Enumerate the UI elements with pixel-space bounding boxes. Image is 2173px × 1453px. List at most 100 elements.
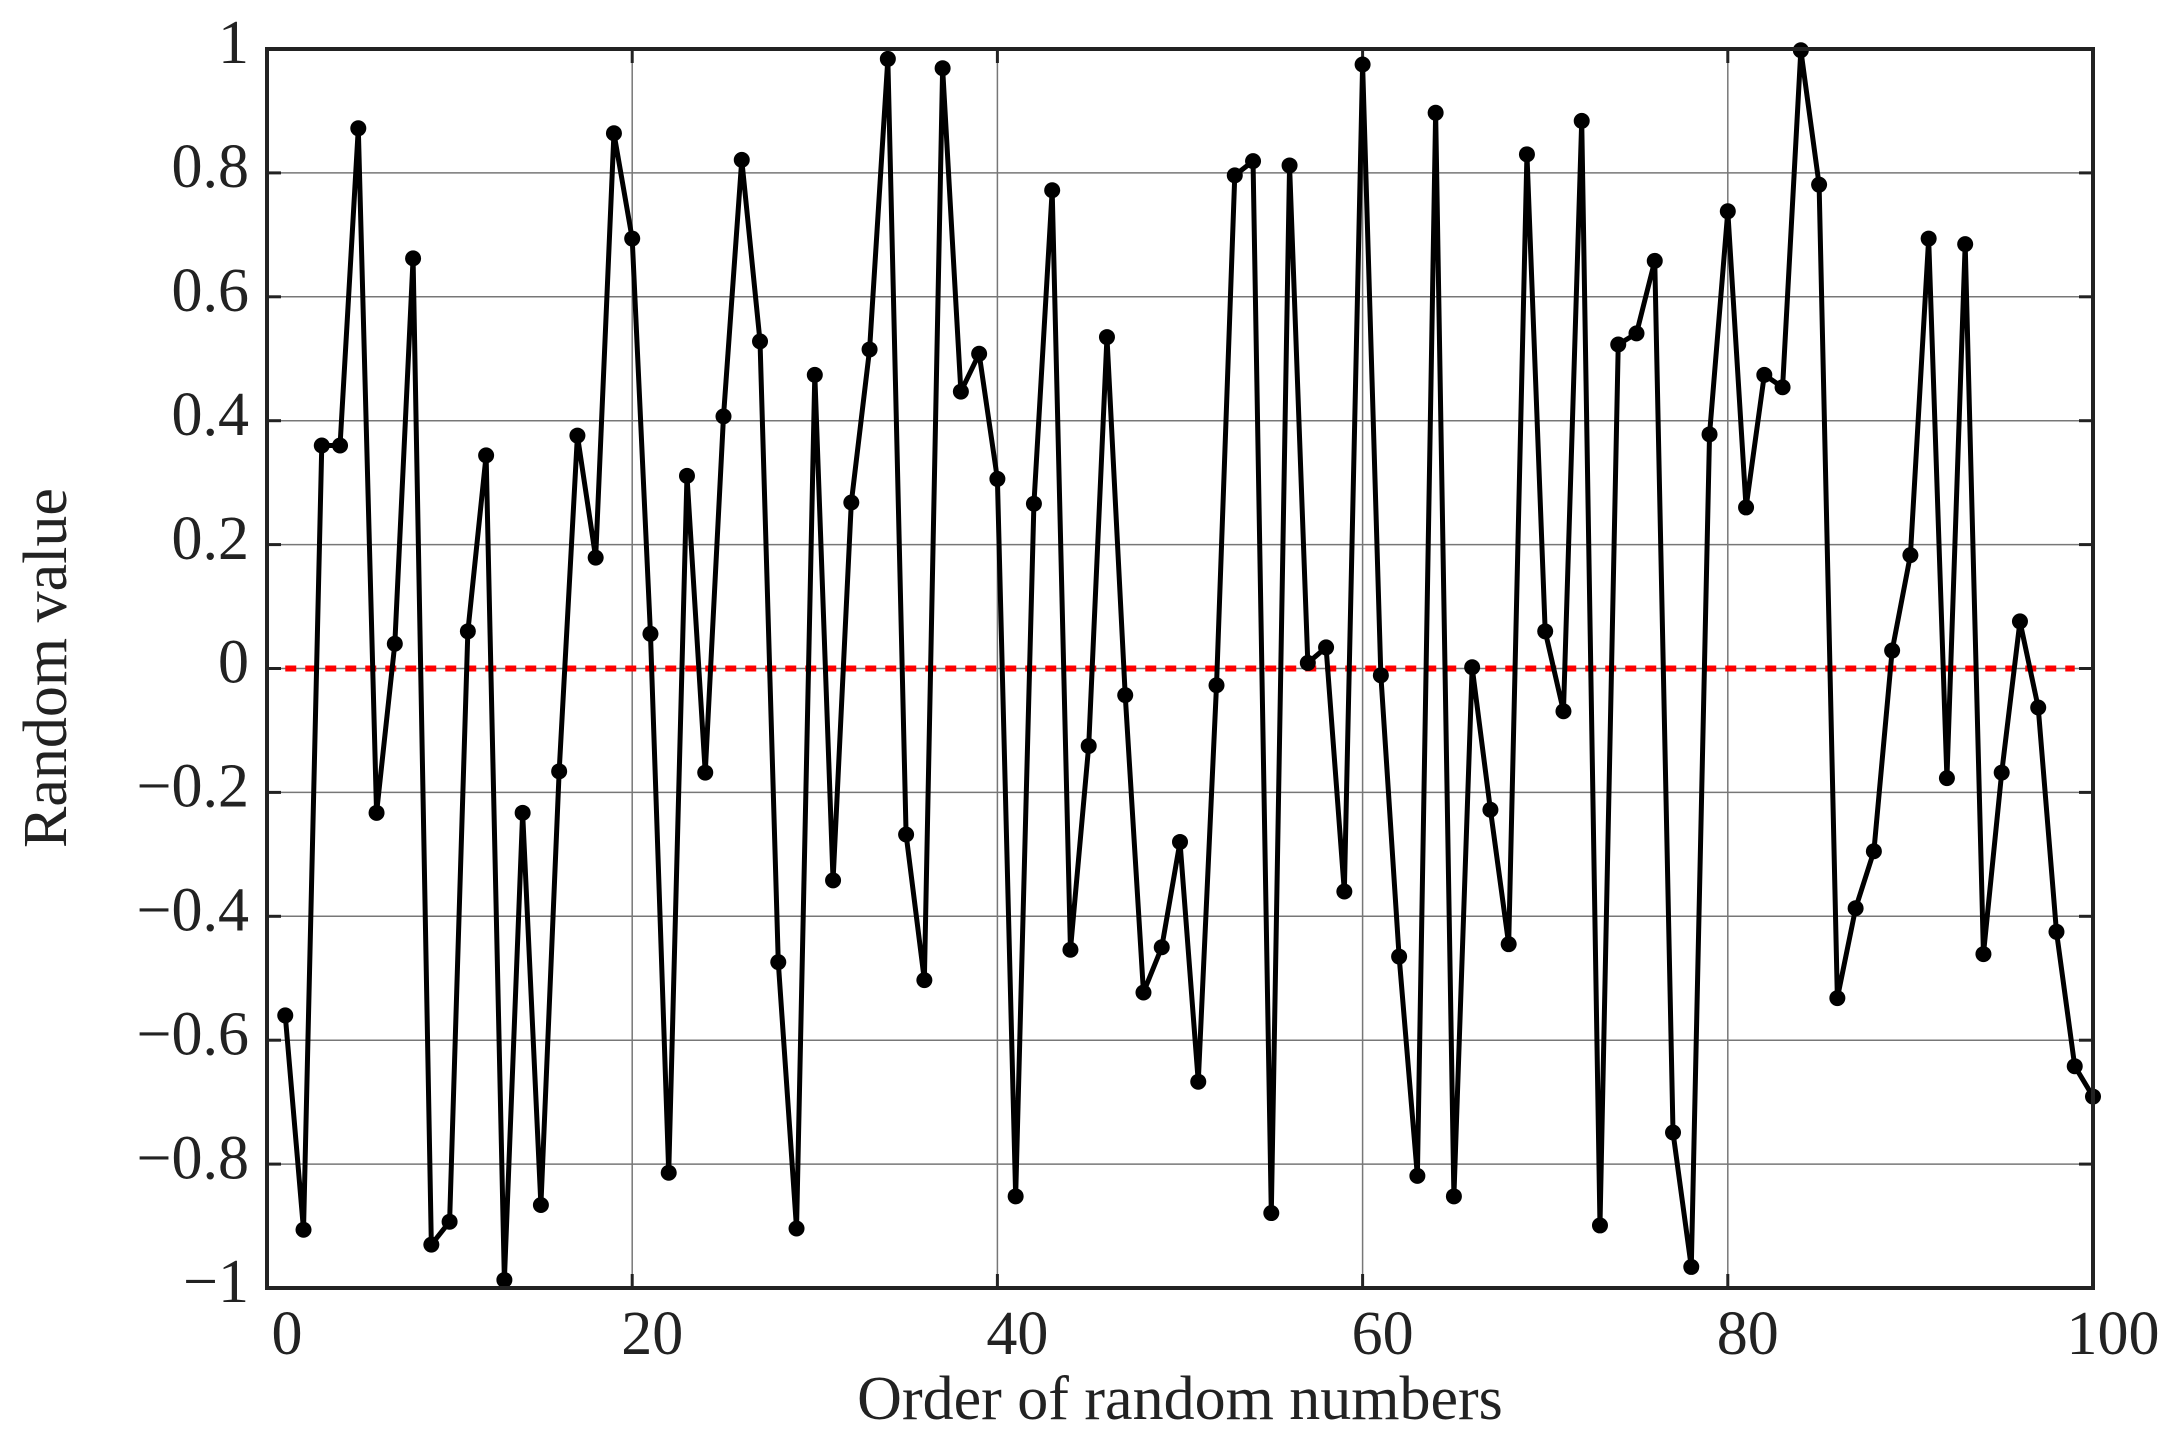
data-point [934, 60, 951, 77]
data-point [879, 50, 896, 67]
data-point [368, 804, 385, 821]
data-point [1208, 677, 1225, 694]
data-point [1628, 325, 1645, 342]
data-point [2030, 699, 2047, 716]
data-point [2048, 923, 2065, 940]
data-point [1701, 426, 1718, 443]
x-tick-label: 100 [2067, 1300, 2160, 1368]
y-tick-label: 0.6 [172, 257, 250, 325]
data-point [1993, 764, 2010, 781]
x-tick-label: 80 [1717, 1300, 1779, 1368]
data-point [514, 804, 531, 821]
data-point [1957, 236, 1974, 253]
data-point [1920, 230, 1937, 247]
data-point [1445, 1188, 1462, 1205]
data-point [478, 447, 495, 464]
data-point [1646, 252, 1663, 269]
data-point [1738, 499, 1755, 516]
data-point [1245, 153, 1262, 170]
data-point [806, 366, 823, 383]
data-point [1865, 843, 1882, 860]
data-point [733, 151, 750, 168]
y-tick-label: −1 [183, 1248, 249, 1316]
x-tick-label: 40 [986, 1300, 1048, 1368]
data-point [1135, 984, 1152, 1001]
data-point [1190, 1073, 1207, 1090]
data-point [1409, 1167, 1426, 1184]
data-point [1044, 182, 1061, 199]
data-point [1610, 336, 1627, 353]
data-point [313, 437, 330, 454]
data-point [1299, 654, 1316, 671]
data-point [1080, 737, 1097, 754]
data-point [788, 1220, 805, 1237]
data-point [1098, 329, 1115, 346]
data-point [825, 872, 842, 889]
data-point [770, 954, 787, 971]
data-point [1226, 167, 1243, 184]
data-point [1062, 941, 1079, 958]
data-point [1847, 900, 1864, 917]
y-tick-label: −0.6 [137, 1000, 249, 1068]
data-point [898, 826, 915, 843]
data-point [1811, 176, 1828, 193]
data-point [971, 345, 988, 362]
data-point [423, 1236, 440, 1253]
data-point [459, 623, 476, 640]
data-point [642, 625, 659, 642]
data-point [1500, 936, 1517, 953]
y-tick-label: −0.4 [137, 877, 249, 945]
data-point [1756, 366, 1773, 383]
data-point [1884, 642, 1901, 659]
data-point [1427, 104, 1444, 121]
data-point [916, 972, 933, 989]
data-point [1591, 1217, 1608, 1234]
data-point [295, 1221, 312, 1238]
data-point [350, 120, 367, 137]
data-point [405, 250, 422, 267]
data-point [1354, 56, 1371, 73]
x-tick-label: 60 [1352, 1300, 1414, 1368]
data-point [1263, 1205, 1280, 1222]
data-point [1025, 495, 1042, 512]
series-line [282, 47, 2096, 1283]
y-axis-label: Random value [12, 488, 80, 848]
data-point [1117, 687, 1134, 704]
data-point [715, 408, 732, 425]
data-point [1665, 1124, 1682, 1141]
data-point [1464, 659, 1481, 676]
data-point [332, 437, 349, 454]
y-tick-label: 0.4 [172, 381, 250, 449]
data-point [532, 1196, 549, 1213]
data-point [1774, 379, 1791, 396]
data-point [861, 341, 878, 358]
x-tick-label: 20 [621, 1300, 683, 1368]
data-point [952, 383, 969, 400]
data-point [624, 230, 641, 247]
data-point [1938, 770, 1955, 787]
data-point [1555, 703, 1572, 720]
y-tick-label: 0.2 [172, 505, 250, 573]
data-point [1482, 801, 1499, 818]
data-point [1153, 939, 1170, 956]
plot-frame [265, 47, 2095, 1290]
data-point [1336, 883, 1353, 900]
data-point [277, 1007, 294, 1024]
data-point [1537, 623, 1554, 640]
data-point [551, 763, 568, 780]
data-point [843, 494, 860, 511]
data-point [1318, 639, 1335, 656]
data-point [1391, 948, 1408, 965]
data-point [660, 1164, 677, 1181]
data-point [1829, 990, 1846, 1007]
y-tick-label: 0.8 [172, 133, 250, 201]
data-point [752, 333, 769, 350]
data-point [605, 125, 622, 142]
data-point [386, 635, 403, 652]
data-point [1573, 112, 1590, 129]
data-point [496, 1271, 513, 1288]
data-point [569, 427, 586, 444]
data-point [587, 549, 604, 566]
y-tick-label: 0 [218, 629, 249, 697]
